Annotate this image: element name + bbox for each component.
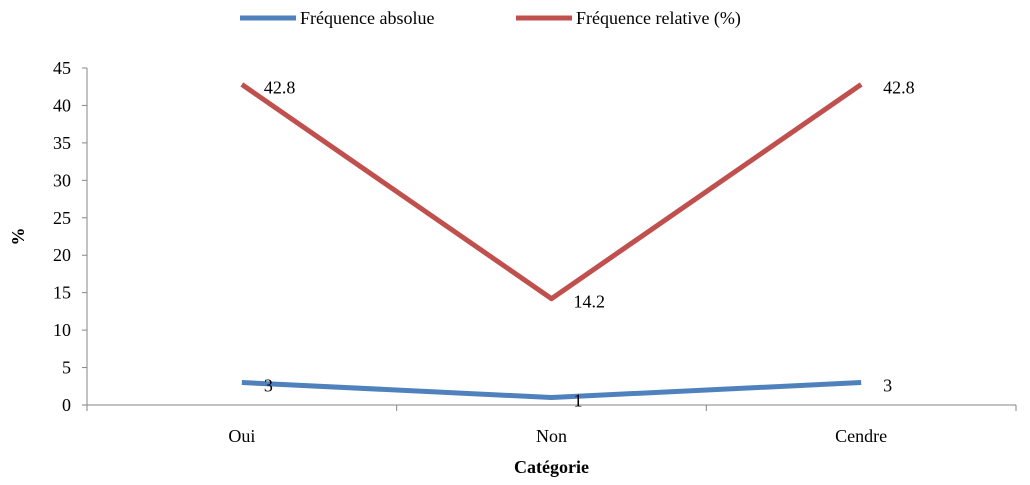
legend: Fréquence absolue Fréquence relative (%) [240, 8, 741, 29]
legend-label: Fréquence relative (%) [576, 8, 741, 29]
data-label: 14.2 [574, 292, 606, 312]
data-label: 3 [264, 376, 273, 396]
data-label: 3 [883, 376, 892, 396]
data-label: 42.8 [264, 77, 296, 97]
x-tick-label: Non [536, 426, 567, 446]
y-tick-label: 0 [62, 395, 71, 415]
y-tick-label: 20 [53, 245, 71, 265]
data-labels: 3 1 3 42.8 14.2 42.8 [264, 77, 915, 410]
y-tick-label: 10 [53, 320, 71, 340]
y-tick-label: 45 [53, 58, 71, 78]
x-tick-label: Cendre [835, 426, 887, 446]
y-tick-label: 35 [53, 133, 71, 153]
y-axis: 0 5 10 15 20 25 30 35 40 45 [53, 58, 88, 415]
y-tick-label: 5 [62, 358, 71, 378]
data-label: 1 [574, 391, 583, 411]
x-axis: Oui Non Cendre [86, 404, 1017, 446]
y-tick-label: 40 [53, 95, 71, 115]
y-tick-label: 25 [53, 208, 71, 228]
data-label: 42.8 [883, 77, 915, 97]
legend-label: Fréquence absolue [300, 8, 434, 28]
series-line-1 [240, 82, 863, 302]
y-tick-label: 15 [53, 283, 71, 303]
series-line-0 [241, 380, 862, 401]
x-tick-label: Oui [228, 426, 255, 446]
y-axis-title: % [8, 228, 28, 246]
y-tick-label: 30 [53, 170, 71, 190]
x-axis-title: Catégorie [514, 457, 589, 477]
series-group [240, 82, 863, 401]
